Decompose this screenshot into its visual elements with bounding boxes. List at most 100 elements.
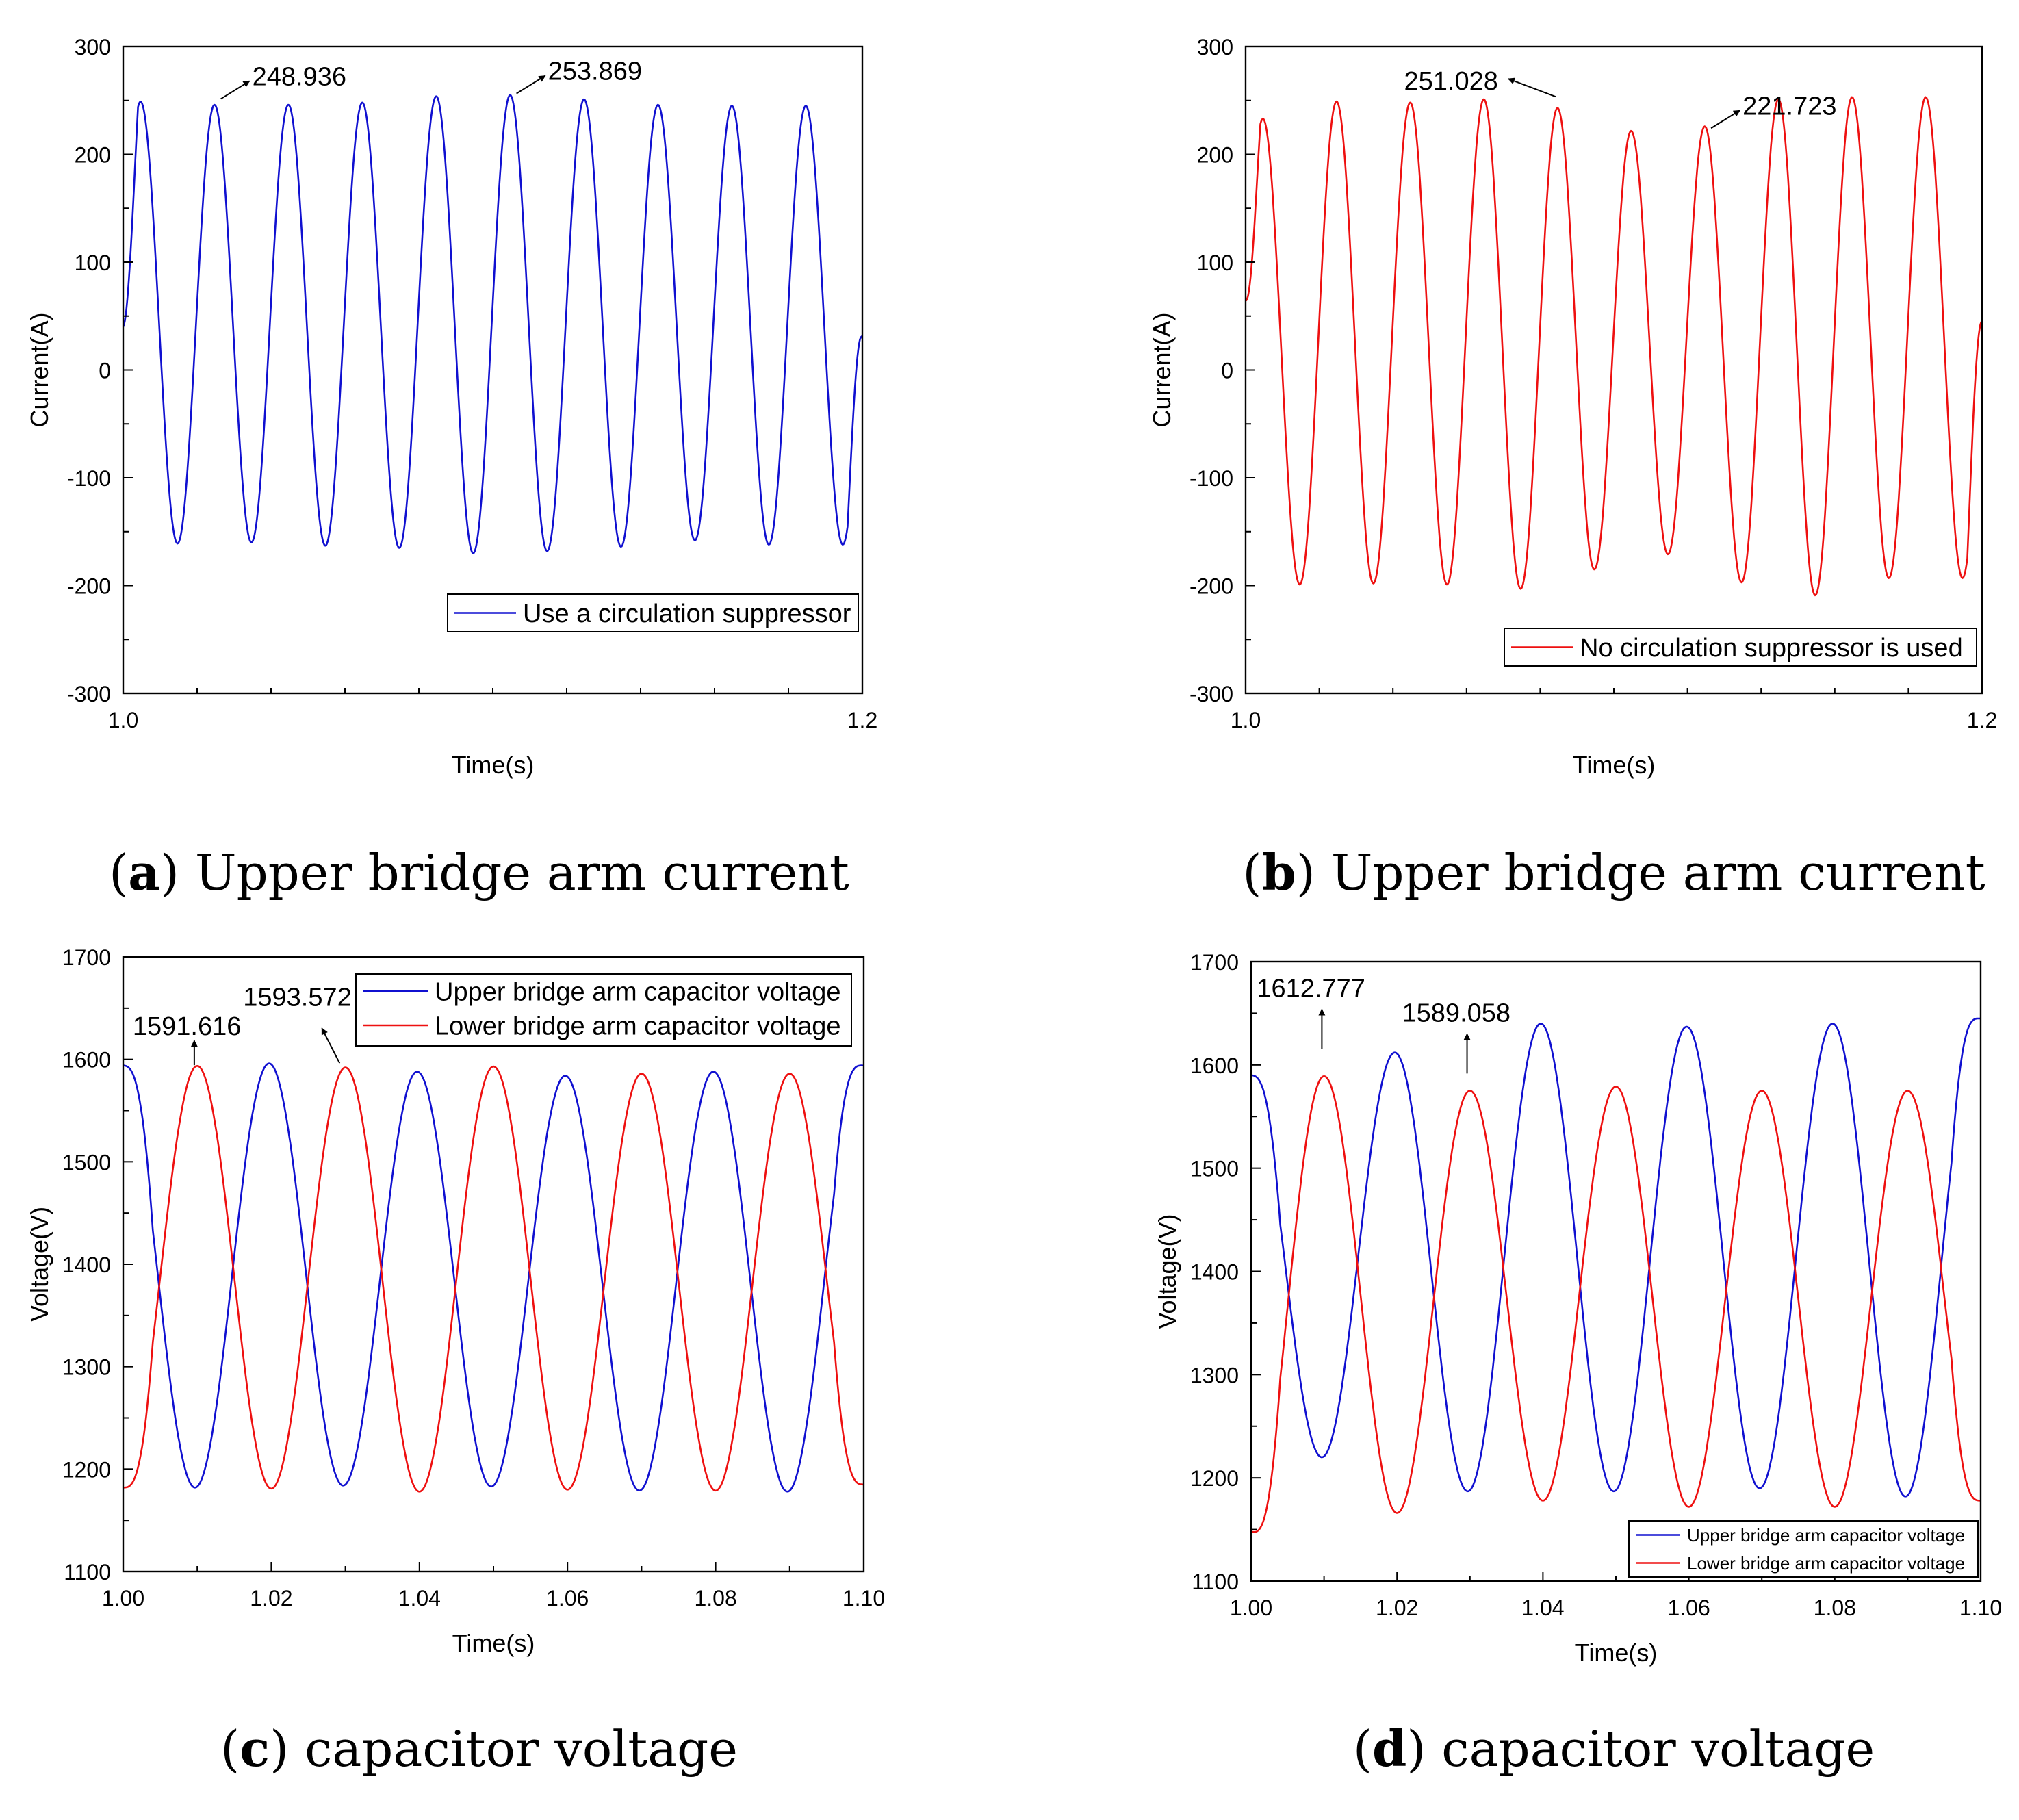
- caption-text: Upper bridge arm current: [195, 844, 849, 901]
- series-line-1: [1245, 96, 1983, 597]
- caption-text: capacitor voltage: [1441, 1720, 1875, 1778]
- annotation-label: 1593.572: [243, 983, 351, 1012]
- y-tick-label: 1500: [62, 1150, 111, 1175]
- caption-open-paren: (: [1242, 844, 1261, 901]
- x-tick-label: 1.08: [1814, 1595, 1856, 1620]
- legend: Upper bridge arm capacitor voltage Lower …: [1628, 1520, 1979, 1578]
- y-tick-label: -300: [67, 682, 111, 706]
- y-tick-label: 300: [1197, 35, 1233, 60]
- y-tick-label: -300: [1189, 682, 1233, 706]
- legend: Upper bridge arm capacitor voltage Lower …: [355, 973, 852, 1047]
- y-tick-label: 1200: [1190, 1466, 1239, 1491]
- caption-open-paren: (: [220, 1720, 240, 1778]
- y-tick-label: 1700: [62, 945, 111, 970]
- y-tick-label: 200: [75, 143, 111, 168]
- y-tick-label: 100: [1197, 251, 1233, 275]
- y-tick-label: -100: [67, 466, 111, 491]
- panel-caption: (c) capacitor voltage: [220, 1719, 738, 1778]
- annotation-label: 248.936: [253, 62, 346, 91]
- y-tick-label: -100: [1189, 466, 1233, 491]
- y-tick-label: -200: [1189, 574, 1233, 599]
- annotation-label: 1612.777: [1257, 975, 1365, 1003]
- y-tick-label: 1600: [62, 1048, 111, 1073]
- x-tick-label: 1.10: [843, 1586, 885, 1611]
- x-tick-label: 1.04: [398, 1586, 441, 1611]
- y-tick-label: 1400: [62, 1253, 111, 1277]
- annotation-arrow: [321, 1027, 341, 1064]
- annotation-label: 251.028: [1404, 67, 1498, 96]
- caption-text: Upper bridge arm current: [1331, 844, 1985, 901]
- panel-caption: (a) Upper bridge arm current: [109, 843, 849, 901]
- y-tick-label: 200: [1197, 143, 1233, 168]
- x-tick-label: 1.02: [250, 1586, 292, 1611]
- legend-label-2: Lower bridge arm capacitor voltage: [1687, 1553, 1965, 1574]
- annotation-label: 1589.058: [1402, 999, 1511, 1027]
- series-line-1: [123, 1062, 864, 1493]
- legend-label-1: Upper bridge arm capacitor voltage: [1687, 1525, 1965, 1546]
- y-axis-label: Voltage(V): [1153, 1214, 1181, 1329]
- x-axis-label: Time(s): [1573, 751, 1656, 779]
- y-tick-label: 100: [75, 251, 111, 275]
- panel-caption: (d) capacitor voltage: [1353, 1719, 1875, 1778]
- y-tick-label: 1100: [1192, 1569, 1239, 1594]
- annotation-arrow: [1710, 110, 1740, 129]
- caption-open-paren: (: [109, 844, 128, 901]
- y-axis-label: Voltage(V): [25, 1207, 53, 1322]
- caption-close-paren: ): [270, 1720, 305, 1778]
- caption-letter: d: [1372, 1719, 1406, 1778]
- caption-letter: a: [128, 843, 160, 901]
- legend-label-1: Use a circulation suppressor: [523, 600, 851, 628]
- caption-close-paren: ): [160, 844, 195, 901]
- series-line-1: [1250, 1017, 1981, 1498]
- annotation-label: 1591.616: [133, 1012, 242, 1041]
- caption-text: capacitor voltage: [305, 1720, 738, 1778]
- legend: Use a circulation suppressor: [447, 593, 859, 632]
- y-tick-label: 0: [1221, 359, 1233, 383]
- x-axis-label: Time(s): [452, 751, 535, 779]
- legend-label-1: Upper bridge arm capacitor voltage: [435, 978, 841, 1007]
- x-axis-label: Time(s): [1575, 1639, 1658, 1667]
- x-tick-label: 1.00: [1230, 1595, 1272, 1620]
- x-tick-label: 1.06: [546, 1586, 589, 1611]
- series-line-1: [122, 94, 864, 554]
- legend-label-1: No circulation suppressor is used: [1580, 634, 1963, 663]
- x-tick-label: 1.02: [1376, 1595, 1418, 1620]
- y-tick-label: 1700: [1190, 950, 1239, 975]
- x-tick-label: 1.04: [1521, 1595, 1564, 1620]
- y-tick-label: 300: [75, 35, 111, 60]
- x-tick-label: 1.0: [1231, 708, 1261, 732]
- y-axis-label: Current(A): [1148, 312, 1176, 427]
- x-tick-label: 1.06: [1667, 1595, 1710, 1620]
- x-tick-label: 1.2: [1967, 708, 1997, 732]
- y-tick-label: 1600: [1190, 1053, 1239, 1078]
- y-tick-label: 1300: [1190, 1363, 1239, 1387]
- y-tick-label: 1300: [62, 1355, 111, 1380]
- legend-label-2: Lower bridge arm capacitor voltage: [435, 1012, 841, 1041]
- x-tick-label: 1.0: [108, 708, 138, 732]
- legend-box: [1628, 1520, 1979, 1578]
- y-tick-label: -200: [67, 574, 111, 599]
- y-tick-label: 0: [99, 359, 111, 383]
- plot-frame: [122, 956, 865, 1573]
- caption-letter: c: [240, 1719, 270, 1778]
- y-tick-label: 1400: [1190, 1260, 1239, 1285]
- legend: No circulation suppressor is used: [1504, 628, 1977, 667]
- x-tick-label: 1.08: [694, 1586, 736, 1611]
- legend-box: [1504, 628, 1977, 667]
- caption-open-paren: (: [1353, 1720, 1372, 1778]
- caption-close-paren: ): [1296, 844, 1331, 901]
- series-line-2: [123, 1064, 864, 1493]
- x-axis-label: Time(s): [452, 1629, 535, 1657]
- caption-letter: b: [1261, 843, 1296, 901]
- annotation-arrow: [516, 75, 546, 94]
- legend-box: [355, 973, 852, 1047]
- x-tick-label: 1.00: [102, 1586, 144, 1611]
- annotation-arrow: [1507, 77, 1556, 98]
- y-tick-label: 1500: [1190, 1157, 1239, 1181]
- series-line-2: [1250, 1075, 1981, 1533]
- x-tick-label: 1.10: [1959, 1595, 2002, 1620]
- y-axis-label: Current(A): [25, 312, 53, 427]
